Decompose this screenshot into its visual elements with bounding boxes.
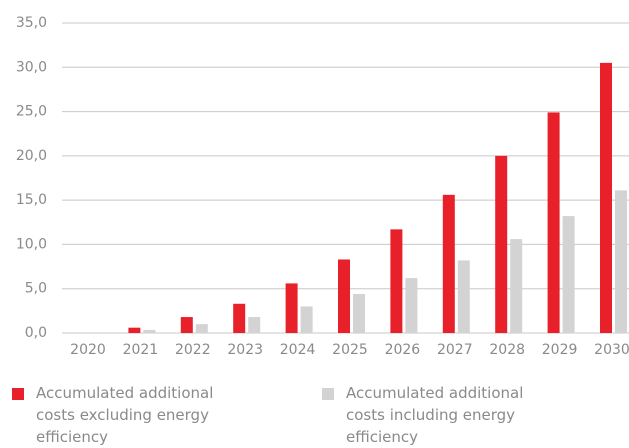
x-tick-label: 2026 xyxy=(385,342,421,358)
legend: Accumulated additional costs excluding e… xyxy=(12,382,629,446)
x-tick-label: 2028 xyxy=(489,342,525,358)
bar xyxy=(495,155,508,333)
bar xyxy=(457,260,470,333)
y-tick-label: 25,0 xyxy=(16,104,47,120)
x-tick-label: 2024 xyxy=(280,342,316,358)
x-tick-label: 2021 xyxy=(123,342,159,358)
bar xyxy=(390,229,403,333)
bar xyxy=(195,324,208,333)
legend-item: Accumulated additional costs including e… xyxy=(322,382,562,448)
x-tick-label: 2022 xyxy=(175,342,211,358)
legend-item: Accumulated additional costs excluding e… xyxy=(12,382,252,448)
chart: 0,0 5,0 10,0 15,0 20,0 25,0 30,0 35,0 2020 2021 20… xyxy=(16,15,629,358)
bar xyxy=(510,239,523,333)
bar xyxy=(180,317,193,333)
x-tick-label: 2027 xyxy=(437,342,473,358)
y-tick-label: 30,0 xyxy=(16,59,47,75)
bar xyxy=(562,216,575,333)
x-tick-label: 2023 xyxy=(227,342,263,358)
bar xyxy=(128,327,141,333)
legend-swatch xyxy=(12,388,24,400)
bar xyxy=(353,294,365,333)
y-tick-label: 20,0 xyxy=(16,148,47,164)
bar xyxy=(248,317,261,333)
bar xyxy=(600,62,612,333)
y-tick-label: 0,0 xyxy=(25,325,47,341)
bar xyxy=(338,259,350,333)
bar xyxy=(615,190,627,333)
y-tick-label: 15,0 xyxy=(16,192,47,208)
x-tick-label: 2029 xyxy=(542,342,578,358)
bar xyxy=(442,194,455,333)
bar xyxy=(285,283,298,333)
bar xyxy=(143,329,156,333)
page: 0,0 5,0 10,0 15,0 20,0 25,0 30,0 35,0 2020 2021 20… xyxy=(12,15,629,446)
bar xyxy=(405,278,418,333)
y-tick-label: 10,0 xyxy=(16,236,47,252)
bar xyxy=(547,112,560,333)
x-tick-label: 2030 xyxy=(594,342,629,358)
legend-swatch xyxy=(322,388,334,400)
x-tick-label: 2020 xyxy=(70,342,106,358)
y-tick-label: 35,0 xyxy=(16,15,47,31)
y-tick-label: 5,0 xyxy=(25,281,47,297)
legend-label: Accumulated additional costs excluding e… xyxy=(36,384,214,446)
legend-label: Accumulated additional costs including e… xyxy=(346,384,524,446)
bar xyxy=(300,306,313,333)
bar xyxy=(233,303,246,333)
x-tick-label: 2025 xyxy=(332,342,368,358)
